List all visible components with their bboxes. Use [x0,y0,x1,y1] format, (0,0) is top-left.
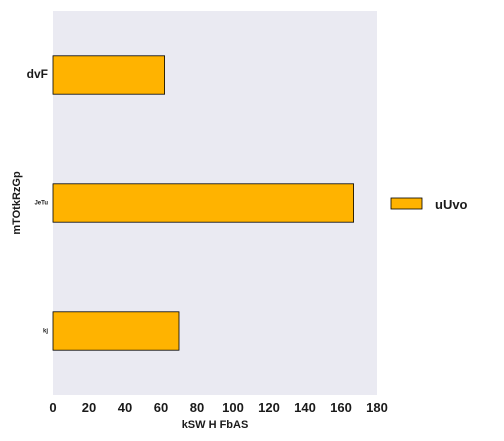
bars-group [52,55,355,351]
y-tick-labels: dvF JeTu kj [27,67,49,334]
legend-swatch [390,197,423,210]
x-tick-label-100: 100 [222,400,244,415]
x-tick-label-80: 80 [190,400,204,415]
x-tick-label-180: 180 [366,400,388,415]
x-tick-label-40: 40 [118,400,132,415]
x-axis-title: kSW H FbAS [182,419,249,431]
y-tick-label-kj: kj [43,329,48,335]
bar-jetu [52,183,355,223]
y-tick-label-dvf: dvF [27,67,48,81]
y-axis-title: mTOtkRzGp [11,171,23,235]
x-tick-label-120: 120 [258,400,280,415]
x-tick-label-0: 0 [49,400,56,415]
bar-dvf [52,55,165,95]
legend-label: uUvo [435,197,468,212]
x-tick-label-140: 140 [294,400,316,415]
x-tick-labels: 0 20 40 60 80 100 120 140 160 180 [49,400,387,415]
x-tick-label-60: 60 [154,400,168,415]
y-tick-label-jetu: JeTu [34,201,48,207]
legend: uUvo [390,197,468,212]
x-tick-label-20: 20 [82,400,96,415]
bar-kj [52,311,180,351]
x-tick-label-160: 160 [330,400,352,415]
